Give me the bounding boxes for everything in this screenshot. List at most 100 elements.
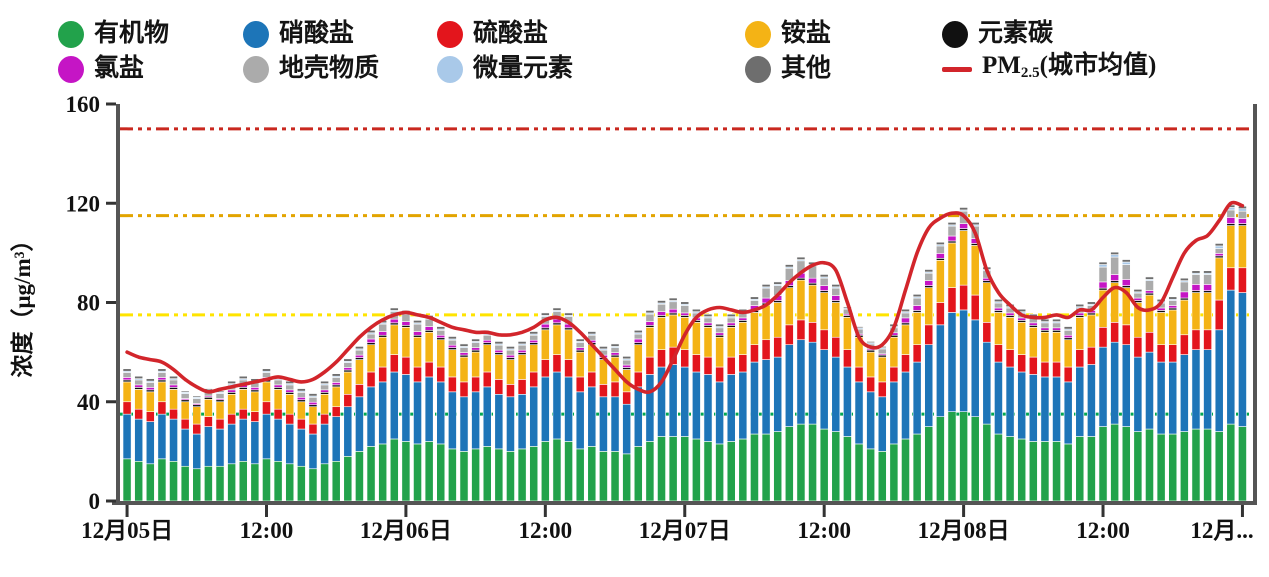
bar-segment-nitrate [808, 341, 817, 425]
bar-segment-ammonium [1087, 314, 1096, 348]
bar-segment-nitrate [355, 396, 364, 452]
stacked-bar [273, 375, 283, 502]
bar-segment-ammonium [273, 389, 283, 410]
bar-segment-organic [947, 411, 957, 502]
bar-segment-other [145, 378, 155, 382]
bar-segment-trace-elements [1110, 254, 1120, 258]
bar-segment-ammonium [424, 331, 434, 363]
bar-segment-organic [610, 451, 620, 502]
stacked-bar [482, 331, 492, 502]
bar-segment-chloride [610, 352, 620, 356]
bar-segment-sulfate [285, 413, 295, 425]
bar-segment-nitrate [1214, 329, 1224, 432]
bar-segment-elemental-carbon [1121, 285, 1131, 288]
stacked-bar [692, 308, 701, 502]
bar-segment-chloride [924, 280, 934, 286]
bar-segment-ammonium [668, 314, 678, 348]
bar-segment-other [703, 313, 713, 317]
bar-segment-organic [831, 431, 841, 502]
bar-segment-organic [680, 436, 690, 502]
bar-segment-sulfate [819, 329, 829, 350]
bar-segment-chloride [1110, 274, 1120, 281]
bar-segment-nitrate [506, 396, 515, 452]
legend-dot-sulfate [437, 20, 463, 48]
bar-segment-other [912, 294, 922, 298]
stacked-bar [494, 341, 504, 502]
bar-segment-organic [1179, 431, 1189, 502]
bar-segment-other [157, 368, 167, 372]
bar-segment-nitrate [715, 381, 724, 445]
bar-segment-chloride [1133, 297, 1143, 301]
bar-segment-organic [308, 468, 318, 502]
bar-segment-nitrate [843, 366, 852, 437]
bar-segment-sulfate [320, 413, 329, 425]
bar-segment-sulfate [924, 324, 934, 345]
bar-segment-organic [517, 448, 527, 502]
bar-segment-chloride [738, 317, 748, 321]
bar-segment-other [448, 336, 457, 340]
stacked-bar [1156, 298, 1166, 502]
bar-segment-nitrate [959, 309, 968, 412]
bar-segment-ammonium [238, 389, 248, 410]
bar-segment-organic [808, 423, 817, 502]
bar-segment-ammonium [540, 329, 550, 360]
bar-segment-organic [575, 448, 585, 502]
bar-segment-ammonium [947, 242, 957, 288]
bar-segment-elemental-carbon [1017, 320, 1027, 323]
bar-segment-ammonium [912, 312, 922, 345]
bar-segment-chloride [726, 322, 736, 326]
bar-segment-nitrate [738, 371, 748, 440]
bar-segment-sulfate [262, 401, 271, 415]
bar-segment-crustal [192, 398, 202, 404]
bar-segment-other [657, 300, 666, 304]
x-tick-label: 12:00 [518, 518, 572, 543]
stacked-bar [1168, 296, 1178, 502]
bar-segment-chloride [296, 396, 306, 401]
stacked-bar [552, 307, 562, 502]
legend-dot-chloride [58, 55, 84, 83]
bar-segment-nitrate [668, 364, 678, 437]
bar-segment-nitrate [1028, 374, 1038, 442]
bar-segment-nitrate [575, 391, 585, 450]
bar-segment-other [459, 343, 469, 347]
bar-segment-sulfate [204, 416, 213, 427]
bar-segment-ammonium [889, 336, 899, 368]
bar-segment-ammonium [529, 344, 539, 373]
legend-label-pm25-line: PM2.5(城市均值) [982, 51, 1157, 81]
bar-segment-crustal [901, 312, 910, 319]
bar-segment-sulfate [1179, 334, 1189, 355]
bar-segment-chloride [517, 349, 527, 353]
bar-segment-nitrate [448, 391, 457, 450]
y-tick-label: 0 [89, 489, 101, 514]
stacked-bar [924, 269, 934, 502]
bar-segment-nitrate [157, 413, 167, 460]
bar-segment-organic [273, 460, 283, 502]
bar-segment-nitrate [262, 413, 271, 460]
bar-segment-nitrate [471, 391, 480, 450]
bar-segment-organic [1168, 433, 1178, 502]
bar-segment-organic [471, 448, 480, 502]
x-tick-label: 12月08日 [918, 518, 1010, 543]
bar-segment-organic [1191, 428, 1201, 502]
bar-segment-other [471, 338, 480, 342]
bar-segment-organic [1040, 441, 1050, 502]
bar-segment-ammonium [1145, 294, 1154, 333]
bar-segment-nitrate [761, 359, 771, 435]
legend-dot-organic [58, 20, 84, 48]
bar-segment-sulfate [1226, 267, 1236, 291]
bar-segment-organic [889, 443, 899, 502]
bar-segment-nitrate [1179, 354, 1189, 432]
bar-segment-nitrate [1005, 366, 1015, 437]
stacked-bar [192, 395, 202, 502]
bar-segment-sulfate [843, 349, 852, 368]
bar-segment-sulfate [633, 371, 643, 388]
bar-segment-nitrate [331, 416, 341, 462]
stacked-bar [854, 326, 864, 502]
bar-segment-chloride [436, 334, 446, 339]
bar-segment-nitrate [378, 381, 388, 445]
bar-segment-organic [494, 448, 504, 502]
bar-segment-elemental-carbon [901, 322, 910, 326]
legend-dot-other [745, 55, 771, 83]
x-tick-label: 12月... [1190, 518, 1253, 543]
bar-segment-nitrate [540, 376, 550, 442]
